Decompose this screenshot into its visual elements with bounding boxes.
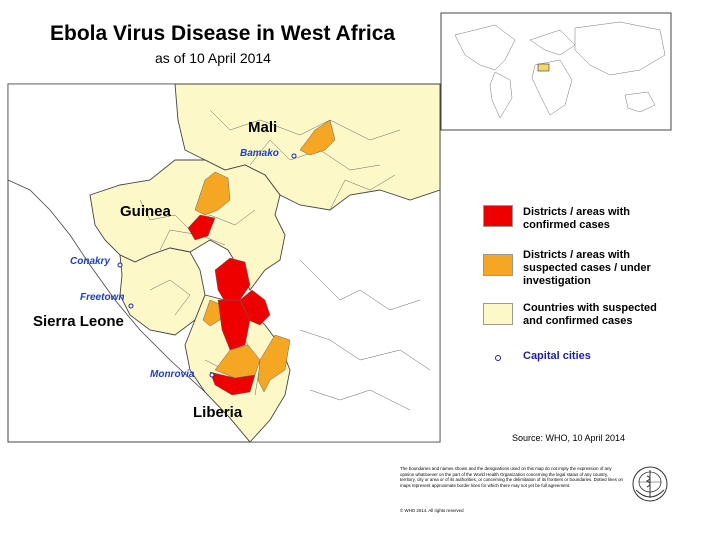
inset-world-map — [454, 21, 666, 119]
disclaimer-text: The boundaries and names shown and the d… — [400, 466, 623, 488]
capital-dot-freetown — [128, 303, 134, 309]
suspected-district-guinea-north — [194, 171, 231, 216]
copyright-text: © WHO 2014. All rights reserved — [400, 508, 464, 513]
confirmed-district-guinea-b — [214, 257, 251, 303]
country-label-sierra-leone: Sierra Leone — [33, 313, 124, 330]
inset-highlight-box — [537, 63, 550, 72]
capital-dot-conakry — [117, 262, 123, 268]
capital-label-conakry: Conakry — [70, 256, 110, 267]
capital-dots — [117, 153, 297, 378]
source-note: Source: WHO, 10 April 2014 — [512, 433, 626, 443]
confirmed-district-guinea-d — [217, 299, 251, 351]
capital-dot-monrovia — [209, 372, 215, 378]
capital-label-monrovia: Monrovia — [150, 369, 195, 380]
capital-label-bamako: Bamako — [240, 148, 279, 159]
country-label-mali: Mali — [248, 119, 277, 136]
legend-label-suspected: Districts / areas with suspected cases /… — [523, 249, 651, 287]
country-label-liberia: Liberia — [193, 404, 243, 421]
legend-label-capital: Capital cities — [523, 350, 591, 362]
legend-capital-icon — [495, 355, 501, 361]
legend-label-confirmed: Districts / areas with confirmed cases — [523, 206, 630, 231]
map-subtitle: as of 10 April 2014 — [155, 50, 271, 66]
suspected-districts — [194, 119, 336, 393]
legend-label-countries: Countries with suspected and confirmed c… — [523, 302, 657, 327]
legend-swatch-confirmed — [483, 205, 513, 227]
who-logo-icon — [632, 466, 668, 502]
suspected-district-liberia-b — [257, 334, 291, 393]
confirmed-districts — [187, 214, 271, 396]
country-label-guinea: Guinea — [120, 203, 172, 220]
map-title: Ebola Virus Disease in West Africa — [50, 22, 396, 45]
legend-swatch-suspected — [483, 254, 513, 276]
capital-dot-bamako — [291, 153, 297, 159]
capital-label-freetown: Freetown — [80, 292, 124, 303]
legend-swatch-countries — [483, 303, 513, 325]
confirmed-district-guinea-a — [187, 214, 216, 241]
confirmed-district-liberia — [209, 371, 256, 396]
suspected-district-mali — [299, 119, 336, 156]
